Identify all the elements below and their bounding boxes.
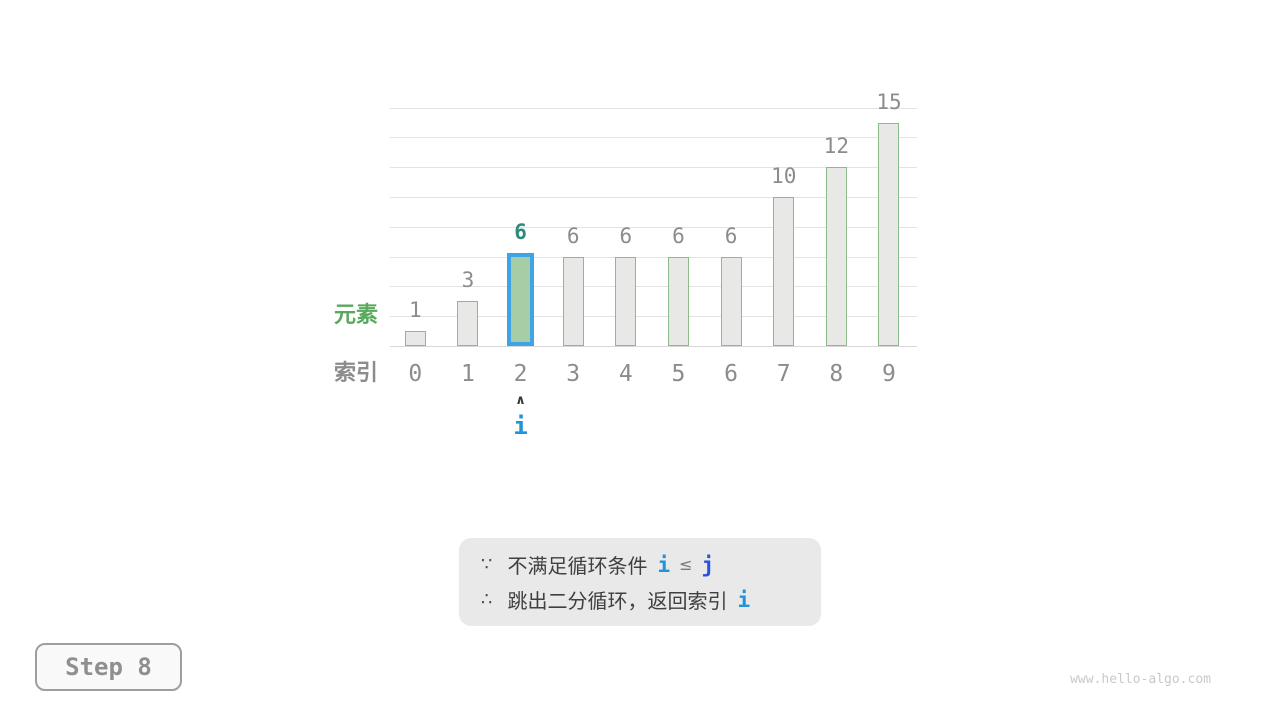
chart-gridline [390,108,917,109]
x-axis-label-index: 索引 [333,361,378,386]
chart-baseline [390,346,917,347]
step-badge: Step 8 [35,643,182,691]
bar-value-label: 6 [566,223,580,248]
note-line-1: ∵ 不满足循环条件 i ≤ j [481,550,821,579]
index-label: 5 [671,361,686,387]
bar-value-label: 15 [876,89,902,114]
conclusion-note: ∵ 不满足循环条件 i ≤ j ∴ 跳出二分循环，返回索引 i [459,538,821,626]
bar [667,256,689,346]
pointer-arrow-icon: ∧ [515,393,526,408]
index-label: 6 [724,361,738,387]
variable-i: i [657,552,671,577]
chart-gridline [390,197,917,198]
index-label: 7 [776,361,791,387]
bar-value-label: 10 [771,164,797,188]
bar [404,331,426,346]
bar [825,167,847,346]
bar [720,256,742,346]
index-label: 4 [618,361,633,387]
chart-gridline [390,316,917,317]
bar [615,256,637,346]
chart-gridline [390,137,917,138]
note-line-2-text: 跳出二分循环，返回索引 [507,589,728,613]
chart-gridline [390,286,917,287]
chart-gridline [390,257,917,258]
variable-j: j [701,552,715,577]
bar-value-label: 6 [724,223,738,248]
index-label: 2 [513,361,528,387]
index-label: 1 [460,361,475,387]
index-label: 0 [408,361,423,387]
index-label: 3 [566,361,581,387]
y-axis-label-element: 元素 [333,303,378,328]
chart-gridline [390,167,917,168]
index-label: 9 [882,361,896,387]
bar-value-label: 6 [619,223,633,248]
bar [562,256,584,346]
index-label: 8 [829,361,844,387]
bar-value-label: 1 [408,298,422,323]
bar-value-label: 3 [461,268,475,293]
note-line-2: ∴ 跳出二分循环，返回索引 i [481,585,821,614]
bar [457,301,479,346]
chart-gridline [390,227,917,228]
less-equal-operator: ≤ [679,555,693,574]
bar-value-label: 12 [823,134,849,159]
variable-i: i [737,587,751,612]
bar-value-label: 6 [672,223,685,248]
watermark: www.hello-algo.com [1070,672,1211,687]
bar-value-label-highlighted: 6 [514,219,527,244]
bar-highlighted [507,252,535,346]
bar [773,197,795,346]
therefore-icon: ∴ [481,589,493,610]
note-line-1-text: 不满足循环条件 [507,554,648,578]
bar [878,122,900,346]
pointer-i-label: i [513,412,528,440]
because-icon: ∵ [481,554,493,575]
